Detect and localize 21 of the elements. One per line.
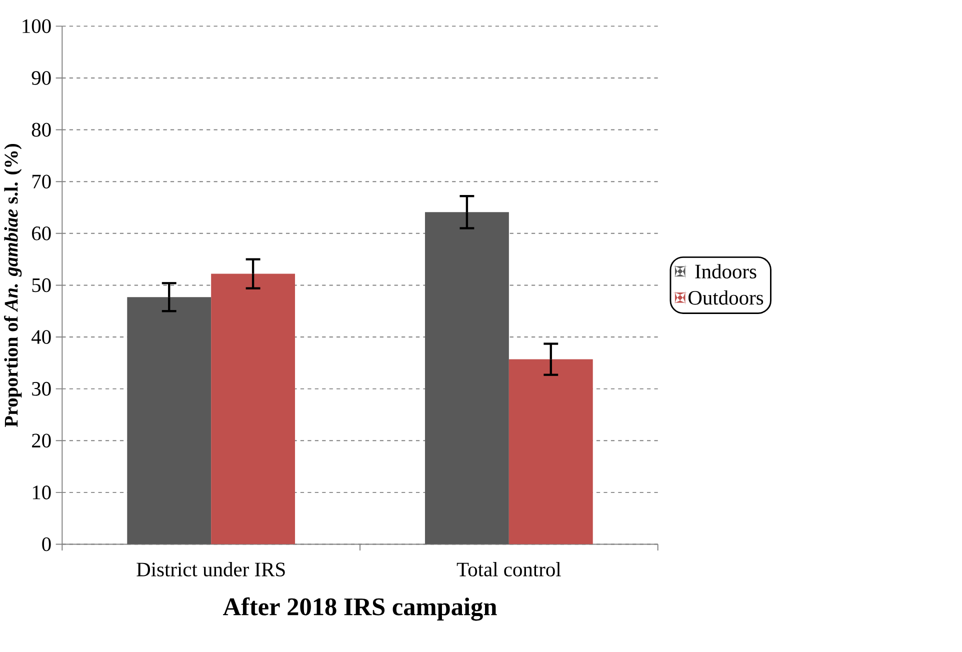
y-tick-label: 10 bbox=[32, 486, 51, 500]
y-tick-label: 70 bbox=[32, 174, 51, 189]
y-axis-title: Proportion of An. gambiae s.l. (%) bbox=[4, 144, 22, 428]
x-tick-label: Total control bbox=[456, 562, 561, 577]
y-tick-label: 60 bbox=[32, 226, 51, 240]
bar bbox=[127, 297, 212, 544]
y-tick-label: 40 bbox=[32, 330, 51, 344]
legend-label: Outdoors bbox=[688, 290, 764, 305]
y-tick-label: 100 bbox=[22, 19, 51, 34]
bar bbox=[508, 359, 593, 544]
y-tick-label: 90 bbox=[32, 71, 51, 86]
legend-label: Indoors bbox=[695, 264, 756, 279]
y-tick-label: 80 bbox=[32, 123, 51, 137]
bar bbox=[424, 212, 509, 544]
x-axis-title: After 2018 IRS campaign bbox=[223, 597, 497, 621]
bar bbox=[211, 274, 296, 544]
y-tick-label: 30 bbox=[32, 382, 51, 396]
x-tick-label: District under IRS bbox=[136, 562, 285, 577]
y-tick-label: 20 bbox=[32, 434, 51, 448]
y-tick-label: 50 bbox=[32, 278, 51, 292]
y-tick-label: 0 bbox=[42, 538, 51, 552]
